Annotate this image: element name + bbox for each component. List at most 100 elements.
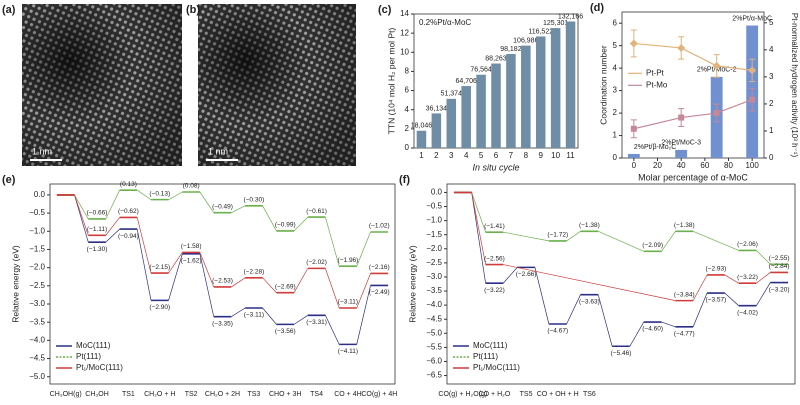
value-label: (−3.35) [212, 320, 233, 327]
value-label: 106,986 [513, 37, 538, 44]
y-tick-label: −4.0 [426, 300, 442, 309]
x-tick-label: 0 [632, 161, 637, 170]
value-label: (−5.46) [611, 350, 632, 357]
y-tick-label: −1.0 [426, 216, 442, 225]
y-tick-label: −2.0 [29, 263, 45, 272]
y-axis-label: Relative energy (eV) [407, 245, 417, 323]
value-label: (−1.72) [547, 232, 568, 239]
panel-label: (a) [2, 4, 16, 16]
value-label: (−4.11) [338, 348, 358, 355]
y-tick-label: 12 [400, 28, 409, 37]
connector [356, 285, 371, 345]
x-tick-label: 60 [700, 161, 709, 170]
y-tick-label: 6 [405, 86, 410, 95]
legend-label: MoC(111) [473, 341, 508, 350]
x-tick-label: 4 [464, 151, 469, 160]
x-tick-label: CO + OH + H [537, 391, 579, 398]
connector [471, 192, 486, 233]
y-tick-label: 2 [405, 124, 410, 133]
value-label: (−4.02) [737, 309, 758, 316]
connector [629, 321, 645, 347]
x-tick-label: TS1 [122, 391, 135, 398]
value-label: (−3.57) [706, 297, 727, 304]
x-tick-label: 1 [419, 151, 424, 160]
y-tick-label: −4.5 [29, 354, 45, 363]
panel-label: (d) [590, 2, 604, 14]
connector [105, 190, 120, 220]
value-label: 36,134 [426, 105, 448, 112]
value-label: (−1.11) [87, 226, 107, 233]
panel-label: (f) [399, 174, 410, 186]
marker [630, 125, 637, 132]
legend-label: Pt₁/MoC(111) [473, 363, 520, 372]
value-label: (−0.66) [87, 210, 108, 217]
plot-frame [621, 11, 765, 159]
plot-frame [49, 183, 396, 385]
x-tick-label: 3 [449, 151, 454, 160]
connector [756, 282, 771, 306]
marker [629, 39, 638, 48]
connector [293, 268, 309, 293]
connector [168, 253, 183, 301]
y-tick-label: 0 [613, 153, 618, 162]
connector [756, 272, 771, 284]
value-label: 98,182 [500, 46, 522, 53]
y-tick-label: −4.5 [426, 314, 442, 323]
x-tick-label: CO(g) + 4H [361, 391, 397, 398]
bar [461, 86, 471, 148]
y-tick-label: 4 [405, 105, 410, 114]
x-tick-label: CH₂O + 2H [205, 391, 240, 398]
value-label: (−0.49) [212, 203, 233, 210]
connector [74, 194, 89, 243]
image-shading [198, 4, 356, 166]
bar-label: 2%Pt/β-Mo₂C [634, 144, 677, 151]
legend-label: Pt₁/MoC(111) [76, 363, 123, 372]
y-tick-label: −3.5 [29, 317, 45, 326]
x-tick-label: TS5 [520, 391, 533, 398]
y-tick-label: 8 [405, 67, 410, 76]
value-label: (−3.63) [579, 298, 600, 305]
y-tick-label: 1 [769, 126, 774, 135]
connector [293, 314, 309, 325]
panel-label: (b) [186, 4, 200, 16]
y-tick-label: 1 [613, 131, 618, 140]
value-label: (−2.28) [243, 269, 264, 276]
y-tick-label: −5.0 [426, 328, 442, 337]
x-tick-label: 9 [539, 151, 544, 160]
bar [535, 36, 546, 148]
x-tick-label: 7 [509, 151, 514, 160]
y-tick-label: −6.5 [426, 371, 442, 380]
value-label: (−2.53) [212, 278, 233, 285]
y-tick-label: 5 [613, 41, 618, 50]
x-tick-label: CO(g) + H₂O(g) [438, 391, 487, 398]
connector [724, 292, 739, 306]
y-tick-label: 0.0 [431, 188, 443, 197]
connector [503, 267, 518, 284]
value-label: (−2.49) [369, 289, 390, 296]
x-tick-label: CH₃OH [85, 391, 108, 398]
bar [550, 28, 561, 148]
connector [692, 274, 708, 301]
value-label: (−2.69) [275, 283, 296, 290]
y-tick-label: −5.5 [426, 342, 442, 351]
value-label: (−1.41) [484, 223, 505, 230]
x-tick-label: TS6 [583, 391, 596, 398]
bar [491, 63, 501, 148]
connector [471, 192, 486, 284]
y-tick-label: −5.0 [29, 372, 45, 381]
x-axis-label: Molar percentage of α-MoC [638, 172, 748, 182]
connector [262, 205, 277, 232]
value-label: (−4.77) [674, 331, 695, 338]
value-label: (−1.38) [579, 222, 600, 229]
connector [136, 189, 152, 200]
value-label: (−1.02) [369, 223, 390, 230]
x-axis-label: In situ cycle [472, 162, 519, 172]
connector [199, 191, 215, 213]
bar-label: 2%Pt/MoC-3 [661, 140, 701, 147]
y-tick-label: 0.0 [34, 190, 46, 199]
value-label: (−1.38) [674, 222, 695, 229]
x-tick-label: TS3 [247, 391, 260, 398]
plot-frame [446, 183, 796, 385]
connector [566, 294, 581, 325]
marker [748, 66, 757, 75]
